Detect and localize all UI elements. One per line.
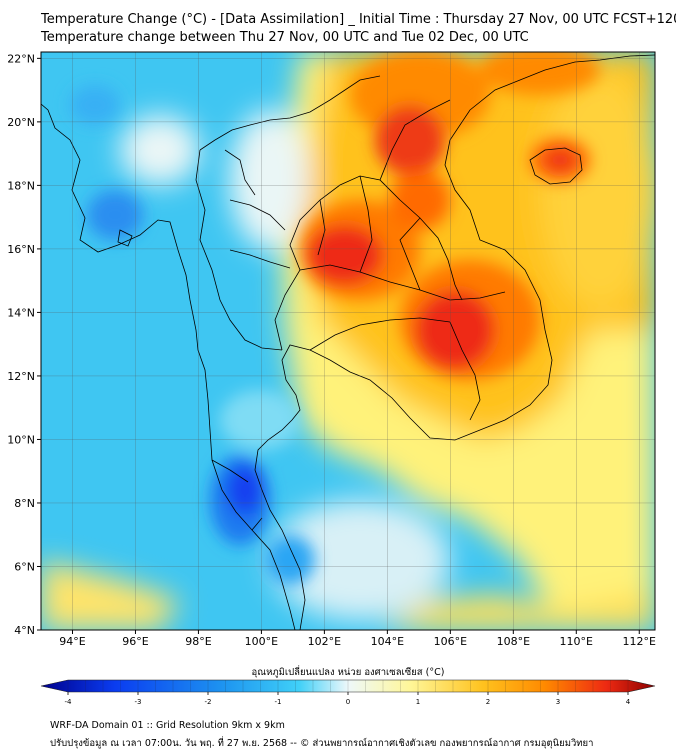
y-tick-label: 10°N xyxy=(7,433,35,446)
chart-subtitle: Temperature change between Thu 27 Nov, 0… xyxy=(41,30,529,45)
update-credit: ปรับปรุงข้อมูล ณ เวลา 07:00น. วัน พฤ. ที… xyxy=(50,738,594,749)
x-tick-label: 96°E xyxy=(122,635,148,648)
x-tick-label: 98°E xyxy=(185,635,211,648)
y-tick-label: 18°N xyxy=(7,179,35,192)
temperature-map-figure: 94°E 96°E 98°E 100°E 102°E 104°E 106°E 108°E 110… xyxy=(7,51,656,706)
colorbar-tick-label: -1 xyxy=(275,698,282,706)
colorbar-tick-label: -4 xyxy=(65,698,73,706)
y-tick-label: 14°N xyxy=(7,306,35,319)
y-tick-label: 4°N xyxy=(14,624,35,637)
x-tick-label: 94°E xyxy=(59,635,85,648)
y-tick-label: 16°N xyxy=(7,243,35,256)
x-tick-label: 112°E xyxy=(623,635,656,648)
colorbar-tick-label: 1 xyxy=(416,698,420,706)
y-tick-label: 6°N xyxy=(14,560,35,573)
x-tick-label: 108°E xyxy=(497,635,530,648)
colorbar-tick-label: 3 xyxy=(556,698,560,706)
y-tick-label: 20°N xyxy=(7,116,35,129)
x-tick-label: 102°E xyxy=(308,635,341,648)
colorbar-tick-label: -2 xyxy=(205,698,212,706)
colorbar-tick-label: 0 xyxy=(346,698,350,706)
model-info: WRF-DA Domain 01 :: Grid Resolution 9km … xyxy=(50,720,285,731)
colorbar-tick-label: -3 xyxy=(135,698,142,706)
y-tick-label: 22°N xyxy=(7,52,35,65)
temperature-field xyxy=(41,52,655,630)
longitude-axis: 94°E 96°E 98°E 100°E 102°E 104°E 106°E 108°E 110… xyxy=(59,630,656,648)
colorbar-ticks: -4 -3 -2 -1 0 1 2 3 4 xyxy=(65,680,631,706)
coastlines-and-borders xyxy=(41,54,655,630)
x-tick-label: 100°E xyxy=(245,635,278,648)
latitude-axis: 4°N 6°N 8°N 10°N 12°N 14°N 16°N 18°N 20°N 22°N xyxy=(7,52,41,637)
x-tick-label: 106°E xyxy=(434,635,467,648)
y-tick-label: 8°N xyxy=(14,497,35,510)
colorbar-label: อุณหภูมิเปลี่ยนแปลง หน่วย องศาเซลเซียส (… xyxy=(252,665,445,678)
map-frame xyxy=(40,51,656,631)
y-tick-label: 12°N xyxy=(7,370,35,383)
chart-title: Temperature Change (°C) - [Data Assimila… xyxy=(41,12,676,27)
colorbar-tick-label: 2 xyxy=(486,698,490,706)
colorbar-tick-label: 4 xyxy=(626,698,631,706)
x-tick-label: 104°E xyxy=(371,635,404,648)
x-tick-label: 110°E xyxy=(560,635,593,648)
